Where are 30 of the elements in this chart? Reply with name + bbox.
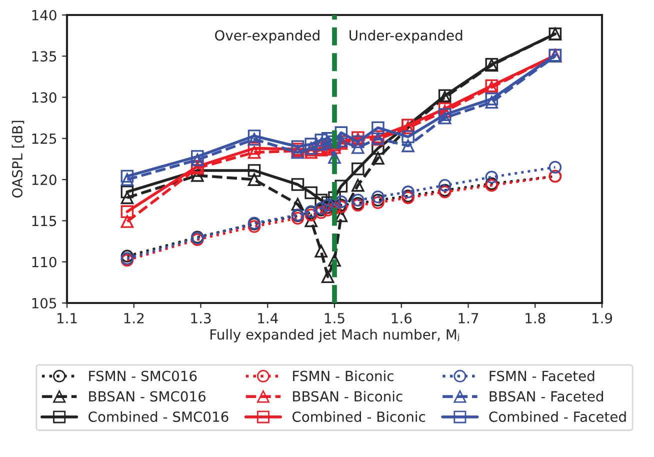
x-tick-label: 1.1 — [57, 313, 77, 324]
legend-label: FSMN - Faceted — [490, 370, 594, 382]
y-tick-label: 135 — [32, 51, 56, 62]
annotation: Over-expanded — [215, 30, 320, 44]
legend-label: BBSAN - Faceted — [490, 390, 604, 402]
legend-label: BBSAN - SMC016 — [89, 391, 206, 402]
x-axis-title: Fully expanded jet Mach number, Mⱼ — [210, 328, 460, 342]
y-tick-label: 105 — [32, 298, 56, 308]
legend-label: Combined - SMC016 — [88, 411, 228, 422]
x-tick-label: 1.2 — [124, 312, 144, 324]
y-tick-label: 120 — [32, 174, 56, 186]
y-tick-label: 125 — [32, 133, 56, 144]
y-tick-label: 115 — [32, 216, 56, 226]
annotation: Under-expanded — [350, 30, 462, 44]
y-tick-label: 110 — [32, 256, 56, 268]
y-tick-label: 140 — [32, 10, 56, 20]
x-tick-label: 1.9 — [592, 312, 612, 324]
legend-label: Combined - Biconic — [292, 411, 426, 422]
x-tick-label: 1.7 — [458, 313, 478, 324]
x-tick-label: 1.8 — [526, 312, 546, 324]
x-tick-label: 1.5 — [324, 313, 344, 324]
legend-label: Combined - Faceted — [489, 411, 626, 422]
y-tick-label: 130 — [32, 92, 56, 103]
x-tick-label: 1.6 — [392, 312, 412, 324]
legend-label: BBSAN - Biconic — [293, 390, 402, 402]
y-axis-title: OASPL [dB] — [12, 120, 24, 198]
legend-label: FSMN - SMC016 — [89, 370, 197, 382]
x-tick-label: 1.4 — [258, 313, 278, 324]
x-tick-label: 1.3 — [191, 312, 211, 324]
legend-label: FSMN - Biconic — [293, 370, 394, 382]
